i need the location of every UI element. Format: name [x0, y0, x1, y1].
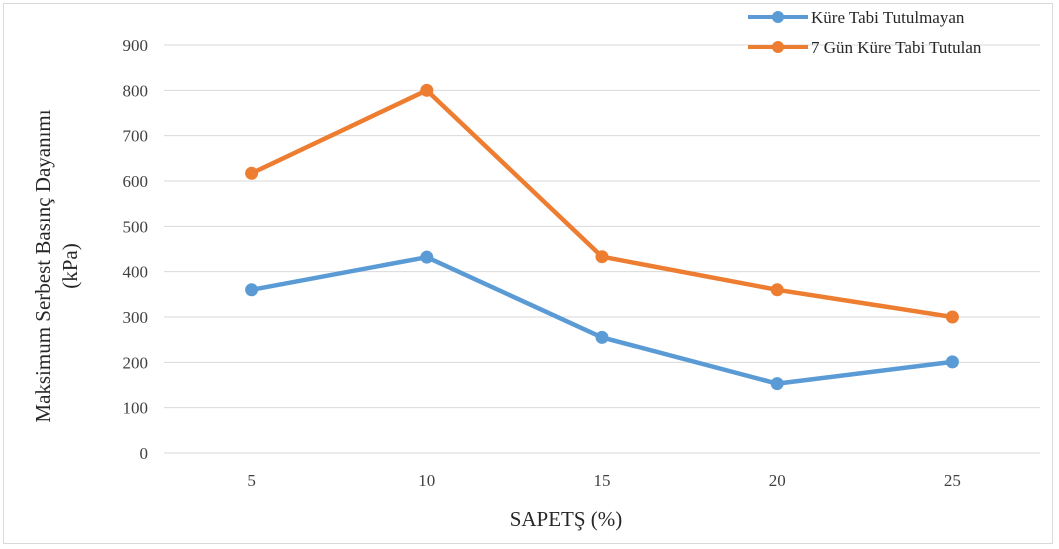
x-tick-label: 25	[944, 471, 961, 490]
data-point-series-1	[245, 283, 259, 297]
gridlines	[164, 44, 1040, 454]
data-point-series-2	[595, 250, 609, 264]
y-tick-label: 0	[140, 444, 149, 463]
data-point-series-1	[945, 355, 959, 369]
legend-marker-series-1	[772, 11, 784, 23]
x-tick-label: 10	[418, 471, 435, 490]
data-point-series-1	[595, 330, 609, 344]
x-tick-labels: 5 10 15 20 25	[247, 471, 961, 490]
x-tick-label: 5	[247, 471, 256, 490]
chart-frame	[3, 3, 1053, 544]
data-point-series-1	[770, 377, 784, 391]
series-line-1	[249, 254, 955, 386]
data-point-series-2	[420, 83, 434, 97]
x-tick-label: 20	[769, 471, 786, 490]
y-axis-title-line2: (kPa)	[58, 243, 82, 289]
series-line-2	[249, 88, 955, 320]
y-tick-label: 800	[123, 81, 149, 100]
data-point-series-1	[420, 250, 434, 264]
y-tick-label: 900	[123, 36, 149, 55]
y-tick-label: 700	[123, 127, 149, 146]
y-tick-label: 300	[123, 308, 149, 327]
legend: Küre Tabi Tutulmayan 7 Gün Küre Tabi Tut…	[748, 8, 982, 57]
x-tick-label: 15	[594, 471, 611, 490]
y-tick-label: 500	[123, 217, 149, 236]
data-point-series-2	[945, 310, 959, 324]
series-group	[245, 83, 959, 391]
legend-label-series-1: Küre Tabi Tutulmayan	[811, 8, 965, 27]
data-point-series-2	[245, 166, 259, 180]
y-tick-label: 100	[123, 399, 149, 418]
y-tick-label: 400	[123, 263, 149, 282]
data-point-series-2	[770, 283, 784, 297]
y-tick-label: 600	[123, 172, 149, 191]
legend-marker-series-2	[772, 41, 784, 53]
legend-label-series-2: 7 Gün Küre Tabi Tutulan	[811, 38, 982, 57]
y-axis-title-line1: Maksimum Serbest Basınç Dayanımı	[31, 109, 55, 422]
x-axis-title: SAPETŞ (%)	[510, 507, 623, 531]
y-tick-label: 200	[123, 353, 149, 372]
y-tick-labels: 0 100 200 300 400 500 600 700 800 900	[123, 36, 149, 463]
